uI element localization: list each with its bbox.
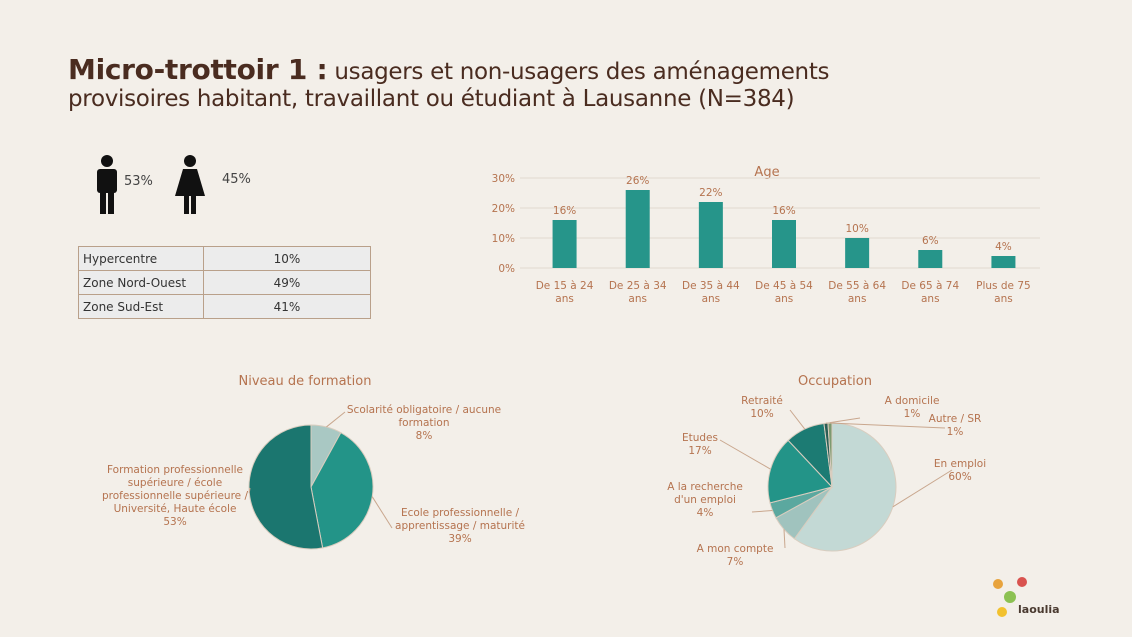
value-label: 4% (995, 241, 1012, 253)
value-label: 7% (726, 556, 744, 568)
x-tick-label: De 55 à 64 ans (828, 280, 886, 305)
pie-label: Retraité 10% (732, 395, 792, 421)
bar (772, 220, 796, 268)
logo-text: laoulia (1018, 603, 1060, 616)
pie-slice (767, 439, 833, 504)
leader-line (719, 439, 771, 470)
pie-label: A la recherche d'un emploi 4% (660, 481, 750, 520)
bar (991, 256, 1016, 268)
value-label: 1% (903, 408, 921, 420)
x-tick-label: De 15 à 24 ans (535, 280, 594, 305)
value-label: 53% (163, 516, 187, 528)
bar (698, 202, 723, 268)
category-label: Formation professionnelle supérieure / é… (101, 464, 249, 515)
cell: 41% (203, 294, 371, 319)
value-label: 8% (415, 430, 433, 442)
category-label: Scolarité obligatoire / aucune formation (346, 404, 502, 429)
cell: 49% (203, 270, 371, 295)
value-label: 60% (948, 471, 972, 483)
pie-label: Autre / SR 1% (925, 413, 985, 439)
women-share: 45% (222, 172, 251, 187)
leader-line (751, 510, 773, 513)
leader-line (371, 496, 393, 529)
pie-label: En emploi 60% (920, 458, 1000, 484)
pie-label: A mon compte 7% (685, 543, 785, 569)
y-tick-label: 30% (492, 173, 515, 185)
bar (918, 250, 943, 268)
value-label: 4% (696, 507, 714, 519)
woman-icon (175, 155, 205, 214)
value-label: 16% (553, 205, 576, 217)
category-label: A la recherche d'un emploi (667, 481, 743, 506)
cell: Zone Sud-Est (78, 294, 204, 319)
row: Zone Sud-Est 41% (78, 294, 371, 319)
pie-label: Scolarité obligatoire / aucune formation… (339, 404, 509, 443)
value-label: 1% (946, 426, 964, 438)
value-label: 26% (626, 175, 649, 187)
value-label: 10% (750, 408, 774, 420)
title-line1: usagers et non-usagers des aménagements (334, 59, 830, 85)
chart-title: Occupation (798, 374, 872, 389)
category-label: Retraité (741, 395, 783, 407)
value-label: 39% (448, 533, 472, 545)
men-share: 53% (124, 174, 153, 189)
category-label: En emploi (933, 458, 987, 470)
value-label: 16% (772, 205, 795, 217)
bar (552, 220, 577, 268)
logo: laoulia (993, 577, 1060, 617)
pie-label: Formation professionnelle supérieure / é… (100, 464, 250, 529)
leader-line (892, 469, 953, 508)
pie-slice (793, 422, 897, 552)
leader-line (783, 529, 786, 549)
pie-label: Ecole professionnelle / apprentissage / … (385, 507, 535, 546)
pie-label: Etudes 17% (670, 432, 730, 458)
value-label: 10% (845, 223, 868, 235)
title-line2: provisoires habitant, travaillant ou étu… (68, 86, 795, 112)
leader-line (789, 409, 806, 430)
value-label: 6% (922, 235, 939, 247)
category-label: Autre / SR (928, 413, 982, 425)
chart-title: Niveau de formation (239, 374, 372, 389)
y-tick-label: 10% (492, 233, 515, 245)
leader-line (248, 487, 251, 493)
row: Zone Nord-Ouest 49% (78, 270, 371, 295)
x-tick-label: De 25 à 34 ans (608, 280, 667, 305)
category-label: Etudes (681, 432, 718, 444)
bar (845, 238, 870, 268)
cell: Zone Nord-Ouest (78, 270, 204, 295)
row: Hypercentre 10% (78, 246, 371, 271)
leader-line (825, 417, 861, 424)
title: Micro-trottoir 1 : usagers et non-usager… (68, 53, 830, 113)
bar (625, 190, 650, 268)
category-label: A domicile (884, 395, 940, 407)
chart-title: Age (754, 165, 779, 180)
leader-line (829, 422, 946, 429)
value-label: 17% (688, 445, 712, 457)
pie-label: A domicile 1% (877, 395, 947, 421)
x-tick-label: Plus de 75 ans (976, 280, 1031, 305)
x-tick-label: De 65 à 74 ans (901, 280, 960, 305)
value-label: 22% (699, 187, 722, 199)
x-tick-label: De 45 à 54 ans (755, 280, 813, 305)
leader-line (326, 411, 346, 428)
y-tick-label: 20% (492, 203, 515, 215)
y-tick-label: 0% (498, 263, 515, 275)
man-icon (97, 155, 117, 214)
zone-table: Hypercentre 10% Zone Nord-Ouest 49% Zone S… (78, 246, 371, 319)
cell: Hypercentre (78, 246, 204, 271)
category-label: Ecole professionnelle / apprentissage / … (395, 507, 525, 532)
title-bold: Micro-trottoir 1 : (68, 53, 328, 86)
x-tick-label: De 35 à 44 ans (681, 280, 740, 305)
cell: 10% (203, 246, 371, 271)
category-label: A mon compte (696, 543, 774, 555)
